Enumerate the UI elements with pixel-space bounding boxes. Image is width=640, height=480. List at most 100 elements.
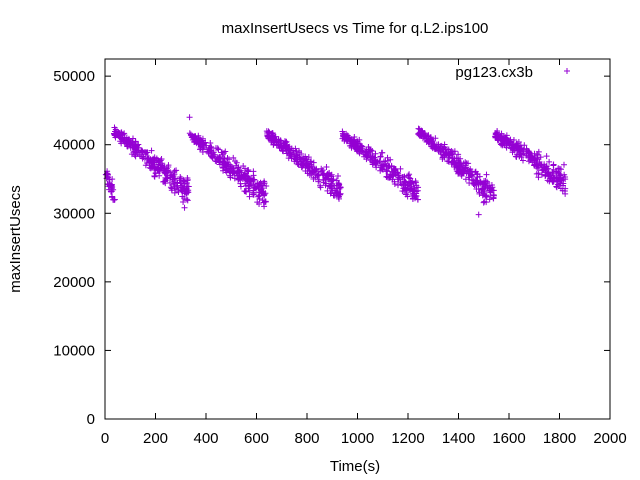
data-point xyxy=(313,170,320,177)
data-point xyxy=(281,138,288,145)
data-point xyxy=(365,146,372,153)
data-point xyxy=(184,197,191,204)
data-point xyxy=(561,161,568,168)
data-point xyxy=(251,185,258,192)
data-point xyxy=(115,130,122,137)
data-point xyxy=(304,170,311,177)
data-point xyxy=(288,155,295,162)
data-point xyxy=(228,167,235,174)
data-point xyxy=(457,155,464,162)
data-point xyxy=(467,168,474,175)
data-point xyxy=(322,176,329,183)
data-point xyxy=(152,170,159,177)
data-point xyxy=(303,158,310,165)
data-point xyxy=(547,175,554,182)
data-point xyxy=(295,158,302,165)
legend-label: pg123.cx3b xyxy=(455,64,533,81)
data-point xyxy=(363,156,370,163)
data-point xyxy=(181,178,188,185)
data-point xyxy=(124,138,131,145)
x-tick-label: 1200 xyxy=(391,430,424,447)
data-point xyxy=(250,168,257,175)
data-point xyxy=(335,182,342,189)
data-point xyxy=(218,149,225,156)
data-point xyxy=(243,188,250,195)
data-point xyxy=(509,145,516,152)
chart-title: maxInsertUsecs vs Time for q.L2.ips100 xyxy=(222,20,489,37)
data-point xyxy=(227,161,234,168)
data-point xyxy=(475,211,482,218)
data-point xyxy=(386,174,393,181)
data-point xyxy=(398,181,405,188)
data-point xyxy=(354,138,361,145)
data-point xyxy=(204,148,211,155)
data-point xyxy=(339,128,346,135)
data-point xyxy=(156,168,163,175)
data-point xyxy=(180,177,187,184)
data-point xyxy=(548,172,555,179)
data-point xyxy=(533,163,540,170)
data-point xyxy=(138,147,145,154)
data-point xyxy=(472,169,479,176)
data-point xyxy=(473,185,480,192)
data-point xyxy=(388,162,395,169)
data-point xyxy=(481,198,488,205)
data-point xyxy=(381,161,388,168)
data-point xyxy=(214,145,221,152)
data-point xyxy=(319,169,326,176)
data-point xyxy=(392,169,399,176)
data-point xyxy=(191,138,198,145)
data-point xyxy=(180,184,187,191)
data-point xyxy=(481,181,488,188)
data-point xyxy=(227,174,234,181)
data-point xyxy=(171,189,178,196)
data-point xyxy=(319,167,326,174)
data-point xyxy=(488,186,495,193)
data-point xyxy=(158,165,165,172)
data-point xyxy=(419,135,426,142)
data-point xyxy=(363,149,370,156)
x-axis-label: Time(s) xyxy=(330,458,380,475)
data-point xyxy=(129,139,136,146)
data-point xyxy=(342,134,349,141)
data-point xyxy=(445,158,452,165)
data-point xyxy=(385,164,392,171)
data-point xyxy=(105,174,112,181)
data-point xyxy=(498,140,505,147)
data-point xyxy=(553,168,560,175)
legend-marker-glyph xyxy=(564,68,570,74)
data-point xyxy=(515,138,522,145)
data-point xyxy=(254,179,261,186)
data-point xyxy=(397,179,404,186)
data-point xyxy=(531,155,538,162)
data-point xyxy=(164,172,171,179)
data-point xyxy=(130,149,137,156)
data-point xyxy=(537,154,544,161)
data-point xyxy=(170,178,177,185)
data-point xyxy=(452,161,459,168)
data-point xyxy=(220,164,227,171)
data-point xyxy=(259,182,266,189)
data-point xyxy=(411,188,418,195)
data-point xyxy=(151,173,158,180)
data-point xyxy=(187,131,194,138)
x-tick-label: 1000 xyxy=(341,430,374,447)
data-point xyxy=(335,194,342,201)
plot-points xyxy=(102,114,569,218)
data-point xyxy=(144,149,151,156)
data-point xyxy=(171,169,178,176)
data-point xyxy=(358,143,365,150)
data-point xyxy=(418,128,425,135)
data-point xyxy=(147,165,154,172)
data-point xyxy=(559,187,566,194)
data-point xyxy=(509,146,516,153)
data-point xyxy=(171,167,178,174)
data-point xyxy=(310,176,317,183)
data-point xyxy=(262,198,269,205)
data-point xyxy=(524,147,531,154)
data-point xyxy=(245,185,252,192)
data-point xyxy=(284,150,291,157)
data-point xyxy=(497,133,504,140)
data-point xyxy=(286,143,293,150)
data-point xyxy=(246,193,253,200)
